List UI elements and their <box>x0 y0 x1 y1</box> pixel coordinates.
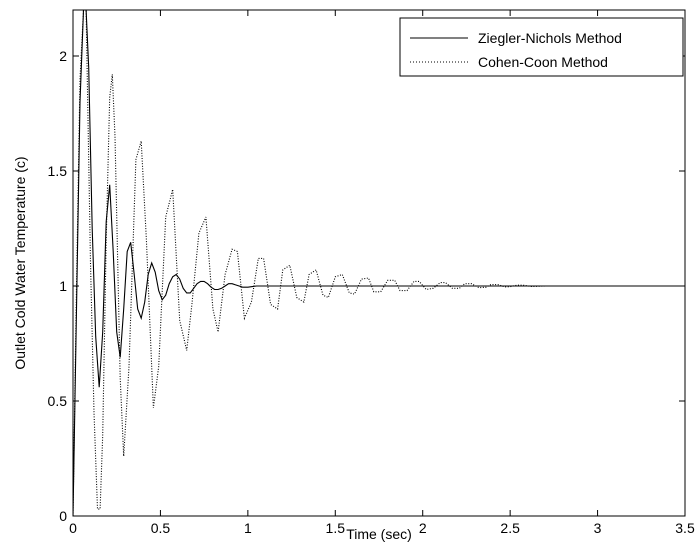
y-tick-label: 2 <box>59 48 67 64</box>
y-tick-label: 0.5 <box>48 393 68 409</box>
y-tick-label: 1 <box>59 278 67 294</box>
y-tick-label: 0 <box>59 508 67 524</box>
legend-label-cohen-coon: Cohen-Coon Method <box>478 54 608 70</box>
y-axis-label: Outlet Cold Water Temperature (c) <box>12 156 28 369</box>
x-tick-label: 1 <box>244 520 252 536</box>
x-tick-label: 0 <box>69 520 77 536</box>
x-axis-label: Time (sec) <box>346 526 412 542</box>
x-tick-label: 3 <box>594 520 602 536</box>
x-tick-label: 2.5 <box>500 520 520 536</box>
plot-area <box>72 9 686 517</box>
legend-label-ziegler-nichols: Ziegler-Nichols Method <box>478 30 622 46</box>
x-tick-label: 3.5 <box>675 520 695 536</box>
x-tick-label: 2 <box>419 520 427 536</box>
x-tick-label: 1.5 <box>326 520 346 536</box>
x-tick-label: 0.5 <box>151 520 171 536</box>
legend-box <box>399 17 684 77</box>
series-line-cohen-coon <box>73 10 685 516</box>
y-tick-label: 1.5 <box>48 163 68 179</box>
legend: Ziegler-Nichols Method Cohen-Coon Method <box>399 17 684 77</box>
